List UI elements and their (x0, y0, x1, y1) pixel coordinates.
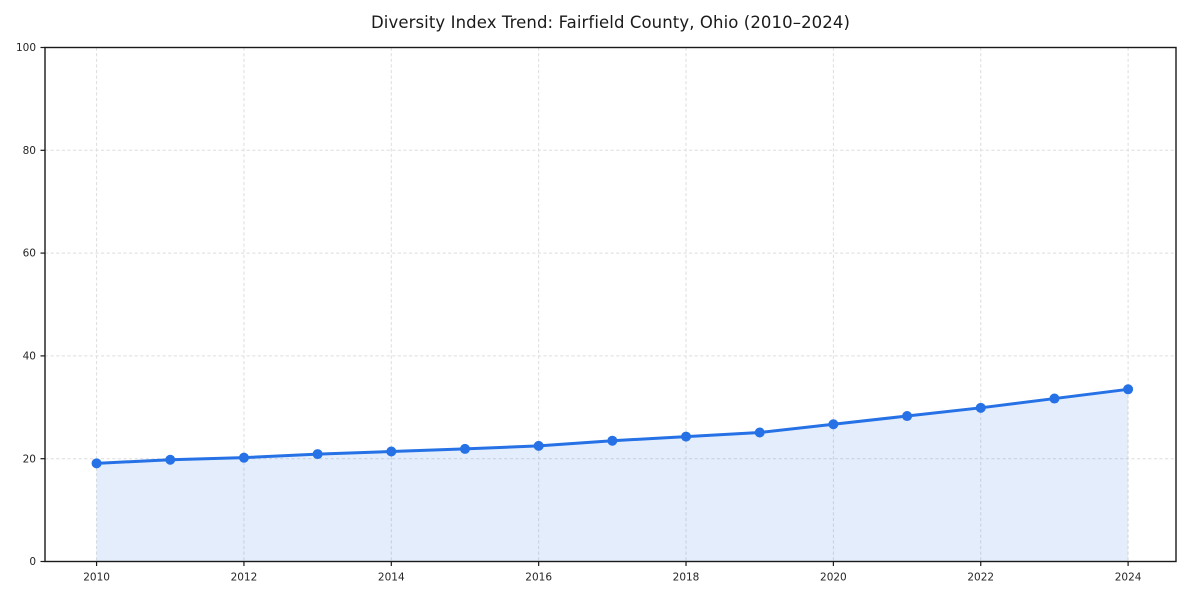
data-point-2023 (1049, 393, 1060, 404)
axes-box (44, 46, 1177, 563)
data-point-2020 (828, 419, 839, 430)
y-tick-label: 100 (16, 42, 36, 54)
data-point-2011 (165, 454, 176, 465)
y-tick-label: 20 (23, 453, 36, 465)
trend-area (96, 389, 1129, 562)
data-point-2013 (312, 449, 323, 460)
data-point-2015 (459, 443, 470, 454)
y-tick-label: 40 (23, 351, 36, 363)
data-point-2021 (902, 411, 913, 422)
data-point-2012 (238, 452, 249, 463)
x-tick-label: 2024 (1115, 572, 1142, 584)
x-tick-label: 2012 (231, 572, 258, 584)
y-tick-label: 80 (23, 145, 36, 157)
data-point-2022 (975, 402, 986, 413)
data-point-2019 (754, 427, 765, 438)
x-tick-label: 2014 (378, 572, 405, 584)
x-tick-label: 2010 (83, 572, 110, 584)
data-point-2017 (607, 435, 618, 446)
chart-title: Diversity Index Trend: Fairfield County,… (370, 13, 850, 32)
y-tick-label: 60 (23, 248, 36, 260)
x-tick-label: 2022 (967, 572, 994, 584)
data-point-2014 (386, 446, 397, 457)
x-tick-label: 2016 (525, 572, 552, 584)
data-point-2018 (681, 431, 692, 442)
x-tick-label: 2020 (820, 572, 847, 584)
y-tick-label: 0 (29, 556, 36, 568)
data-point-2024 (1123, 384, 1134, 395)
data-point-2010 (91, 458, 102, 469)
data-point-2016 (533, 440, 544, 451)
x-tick-label: 2018 (673, 572, 700, 584)
